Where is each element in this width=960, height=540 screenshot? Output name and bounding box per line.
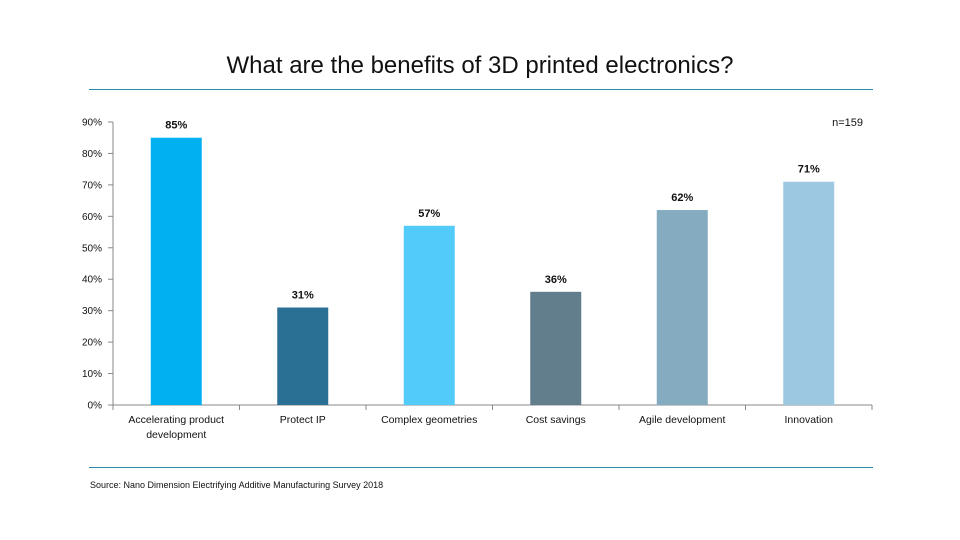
x-category-label: Accelerating product: [128, 414, 224, 426]
x-category-label: Protect IP: [280, 414, 326, 426]
data-label: 57%: [418, 208, 440, 220]
bar: [656, 210, 708, 405]
bar: [403, 225, 455, 405]
bar: [277, 307, 329, 405]
data-label: 85%: [165, 120, 187, 132]
data-label: 31%: [292, 290, 314, 302]
y-tick-label: 60%: [82, 212, 102, 223]
x-category-label: Agile development: [639, 414, 725, 426]
data-label: 62%: [671, 192, 693, 204]
y-tick-label: 80%: [82, 149, 102, 160]
y-tick-label: 50%: [82, 243, 102, 254]
sample-size-label: n=159: [832, 117, 863, 129]
data-label: 71%: [798, 164, 820, 176]
title-divider: [89, 89, 873, 90]
y-tick-label: 30%: [82, 306, 102, 317]
source-note: Source: Nano Dimension Electrifying Addi…: [90, 480, 384, 490]
y-tick-label: 70%: [82, 180, 102, 191]
bar: [783, 181, 835, 405]
y-tick-label: 20%: [82, 338, 102, 349]
data-label: 36%: [545, 274, 567, 286]
bar: [150, 137, 202, 405]
footer-divider: [89, 467, 873, 468]
bar: [530, 291, 582, 405]
x-category-label: Innovation: [785, 414, 834, 426]
y-tick-label: 0%: [88, 401, 103, 412]
y-tick-label: 10%: [82, 369, 102, 380]
y-tick-label: 40%: [82, 275, 102, 286]
y-tick-label: 90%: [82, 118, 102, 129]
x-category-label: development: [146, 429, 206, 441]
x-category-label: Cost savings: [526, 414, 586, 426]
x-category-label: Complex geometries: [381, 414, 477, 426]
chart-title: What are the benefits of 3D printed elec…: [226, 52, 734, 79]
